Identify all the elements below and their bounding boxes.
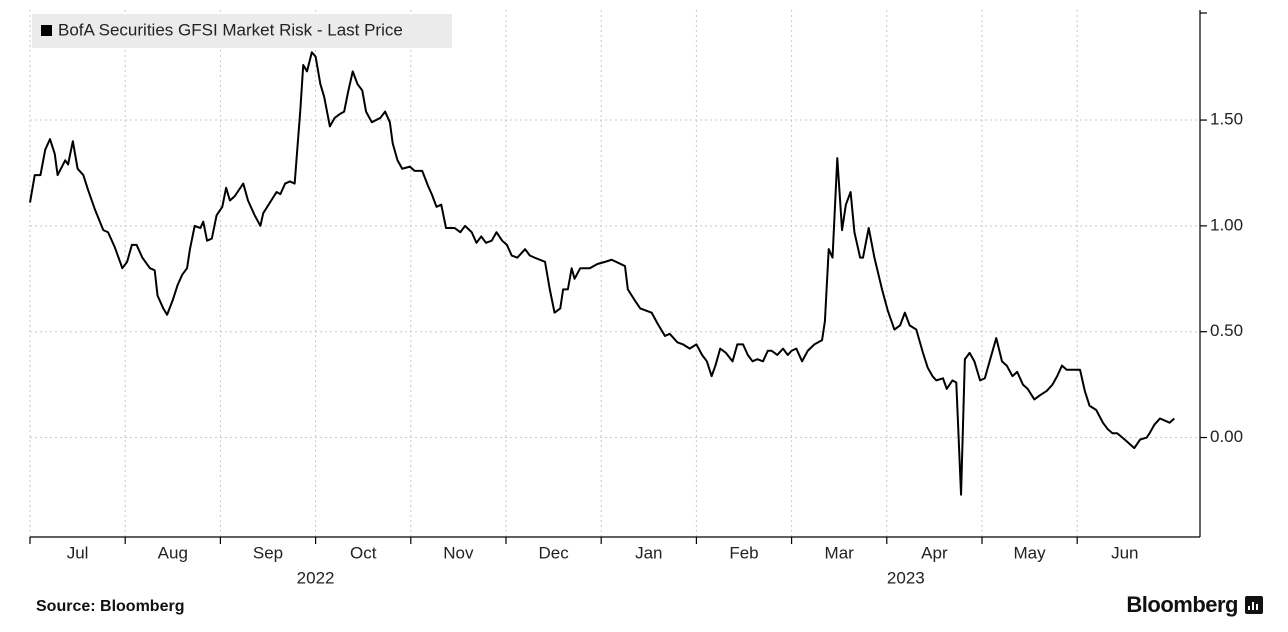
x-tick-label: Apr [921, 543, 948, 562]
y-tick-label: 0.50 [1210, 321, 1243, 340]
y-tick-label: 1.50 [1210, 110, 1243, 129]
x-tick-label: Aug [158, 543, 188, 562]
legend-swatch [41, 25, 52, 36]
x-tick-label: Dec [538, 543, 569, 562]
logo: Bloomberg [1126, 592, 1238, 617]
line-series [29, 51, 1175, 496]
source: Source: Bloomberg [36, 598, 184, 615]
x-tick-label: Sep [253, 543, 283, 562]
x-tick-label: Nov [443, 543, 474, 562]
x-tick-label: May [1014, 543, 1047, 562]
legend-box [32, 14, 452, 48]
x-tick-label: Jan [635, 543, 662, 562]
x-tick-label: Jun [1111, 543, 1138, 562]
year-label: 2022 [297, 568, 335, 587]
y-tick-label: 0.00 [1210, 427, 1243, 446]
x-tick-label: Feb [729, 543, 758, 562]
x-tick-label: Mar [825, 543, 855, 562]
grid [29, 10, 1200, 537]
year-label: 2023 [887, 568, 925, 587]
logo-icon-bars [1248, 602, 1258, 610]
y-tick-label: 1.00 [1210, 215, 1243, 234]
x-tick-label: Oct [350, 543, 377, 562]
x-tick-label: Jul [67, 543, 89, 562]
legend-label: BofA Securities GFSI Market Risk - Last … [58, 20, 403, 39]
